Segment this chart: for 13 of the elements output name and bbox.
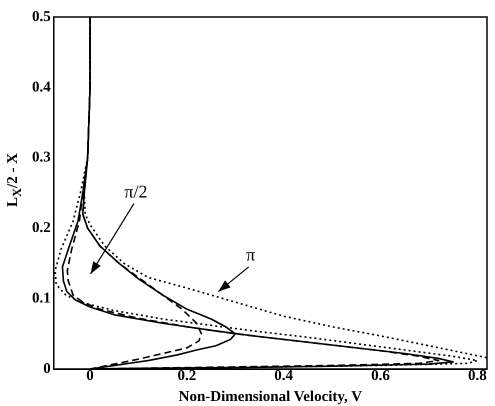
x-tick-label: 0 (86, 368, 94, 384)
y-tick-label: 0.4 (32, 79, 52, 96)
annotation: π (246, 244, 256, 265)
y-tick-label: 0.1 (32, 290, 51, 306)
y-tick-label: 0.5 (32, 8, 51, 25)
annotation: π/2 (124, 181, 148, 202)
x-tick-label: 0.8 (468, 368, 487, 384)
x-axis-title: Non-Dimensional Velocity, V (178, 388, 362, 405)
x-tick-label: 0.2 (177, 368, 196, 384)
x-tick-label: 0.6 (371, 368, 390, 384)
y-tick-label: 0.2 (32, 220, 51, 236)
y-tick-label: 0.3 (32, 150, 51, 166)
x-tick-label: 0.4 (274, 368, 294, 384)
